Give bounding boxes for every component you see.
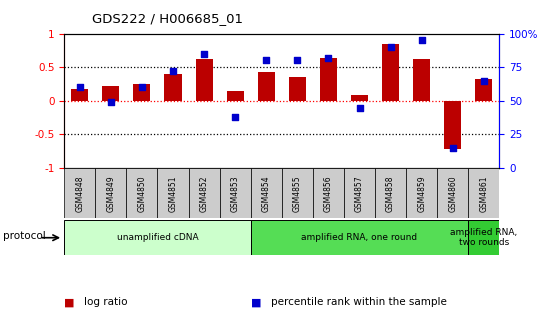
Bar <box>444 101 461 149</box>
Bar <box>126 168 157 218</box>
Bar <box>71 89 88 101</box>
Bar <box>64 168 95 218</box>
Bar <box>282 168 313 218</box>
Point <box>448 145 457 151</box>
Bar <box>251 168 282 218</box>
Text: GSM4859: GSM4859 <box>417 175 426 212</box>
Bar <box>475 79 492 101</box>
Bar <box>157 168 189 218</box>
Text: GSM4850: GSM4850 <box>137 175 146 212</box>
Point <box>293 58 302 63</box>
Bar <box>344 168 375 218</box>
Text: GSM4851: GSM4851 <box>169 175 177 212</box>
Text: GSM4856: GSM4856 <box>324 175 333 212</box>
Bar <box>406 168 437 218</box>
Bar <box>251 220 468 255</box>
Text: GSM4852: GSM4852 <box>200 175 209 212</box>
Bar <box>95 168 126 218</box>
Text: amplified RNA, one round: amplified RNA, one round <box>301 233 417 242</box>
Bar <box>64 220 251 255</box>
Bar <box>220 168 251 218</box>
Point <box>200 51 209 56</box>
Point <box>107 99 116 105</box>
Text: protocol: protocol <box>3 231 46 241</box>
Bar <box>227 91 244 101</box>
Point <box>75 85 84 90</box>
Text: GSM4857: GSM4857 <box>355 175 364 212</box>
Point <box>479 78 488 83</box>
Point <box>137 85 146 90</box>
Bar <box>258 72 275 101</box>
Point <box>417 38 426 43</box>
Bar <box>375 168 406 218</box>
Text: GSM4848: GSM4848 <box>75 175 84 212</box>
Text: GSM4858: GSM4858 <box>386 175 395 212</box>
Text: ■: ■ <box>251 297 262 307</box>
Bar <box>102 86 119 101</box>
Text: GSM4854: GSM4854 <box>262 175 271 212</box>
Point <box>230 114 239 120</box>
Bar <box>195 59 213 101</box>
Point <box>169 69 177 74</box>
Bar <box>189 168 220 218</box>
Bar <box>289 77 306 101</box>
Text: percentile rank within the sample: percentile rank within the sample <box>271 297 446 307</box>
Bar <box>468 220 499 255</box>
Bar <box>382 44 399 101</box>
Bar <box>165 74 181 101</box>
Point <box>355 105 364 110</box>
Text: GSM4861: GSM4861 <box>479 175 488 212</box>
Bar <box>413 59 430 101</box>
Text: GSM4849: GSM4849 <box>107 175 116 212</box>
Text: ■: ■ <box>64 297 75 307</box>
Text: GDS222 / H006685_01: GDS222 / H006685_01 <box>92 12 243 25</box>
Bar <box>468 168 499 218</box>
Text: amplified RNA,
two rounds: amplified RNA, two rounds <box>450 228 517 247</box>
Bar <box>313 168 344 218</box>
Bar <box>320 58 337 101</box>
Text: GSM4855: GSM4855 <box>293 175 302 212</box>
Text: GSM4853: GSM4853 <box>230 175 239 212</box>
Point <box>324 55 333 60</box>
Point <box>386 44 395 50</box>
Text: unamplified cDNA: unamplified cDNA <box>117 233 198 242</box>
Text: GSM4860: GSM4860 <box>448 175 457 212</box>
Bar <box>437 168 468 218</box>
Point <box>262 58 271 63</box>
Text: log ratio: log ratio <box>84 297 127 307</box>
Bar <box>133 84 151 101</box>
Bar <box>351 95 368 101</box>
